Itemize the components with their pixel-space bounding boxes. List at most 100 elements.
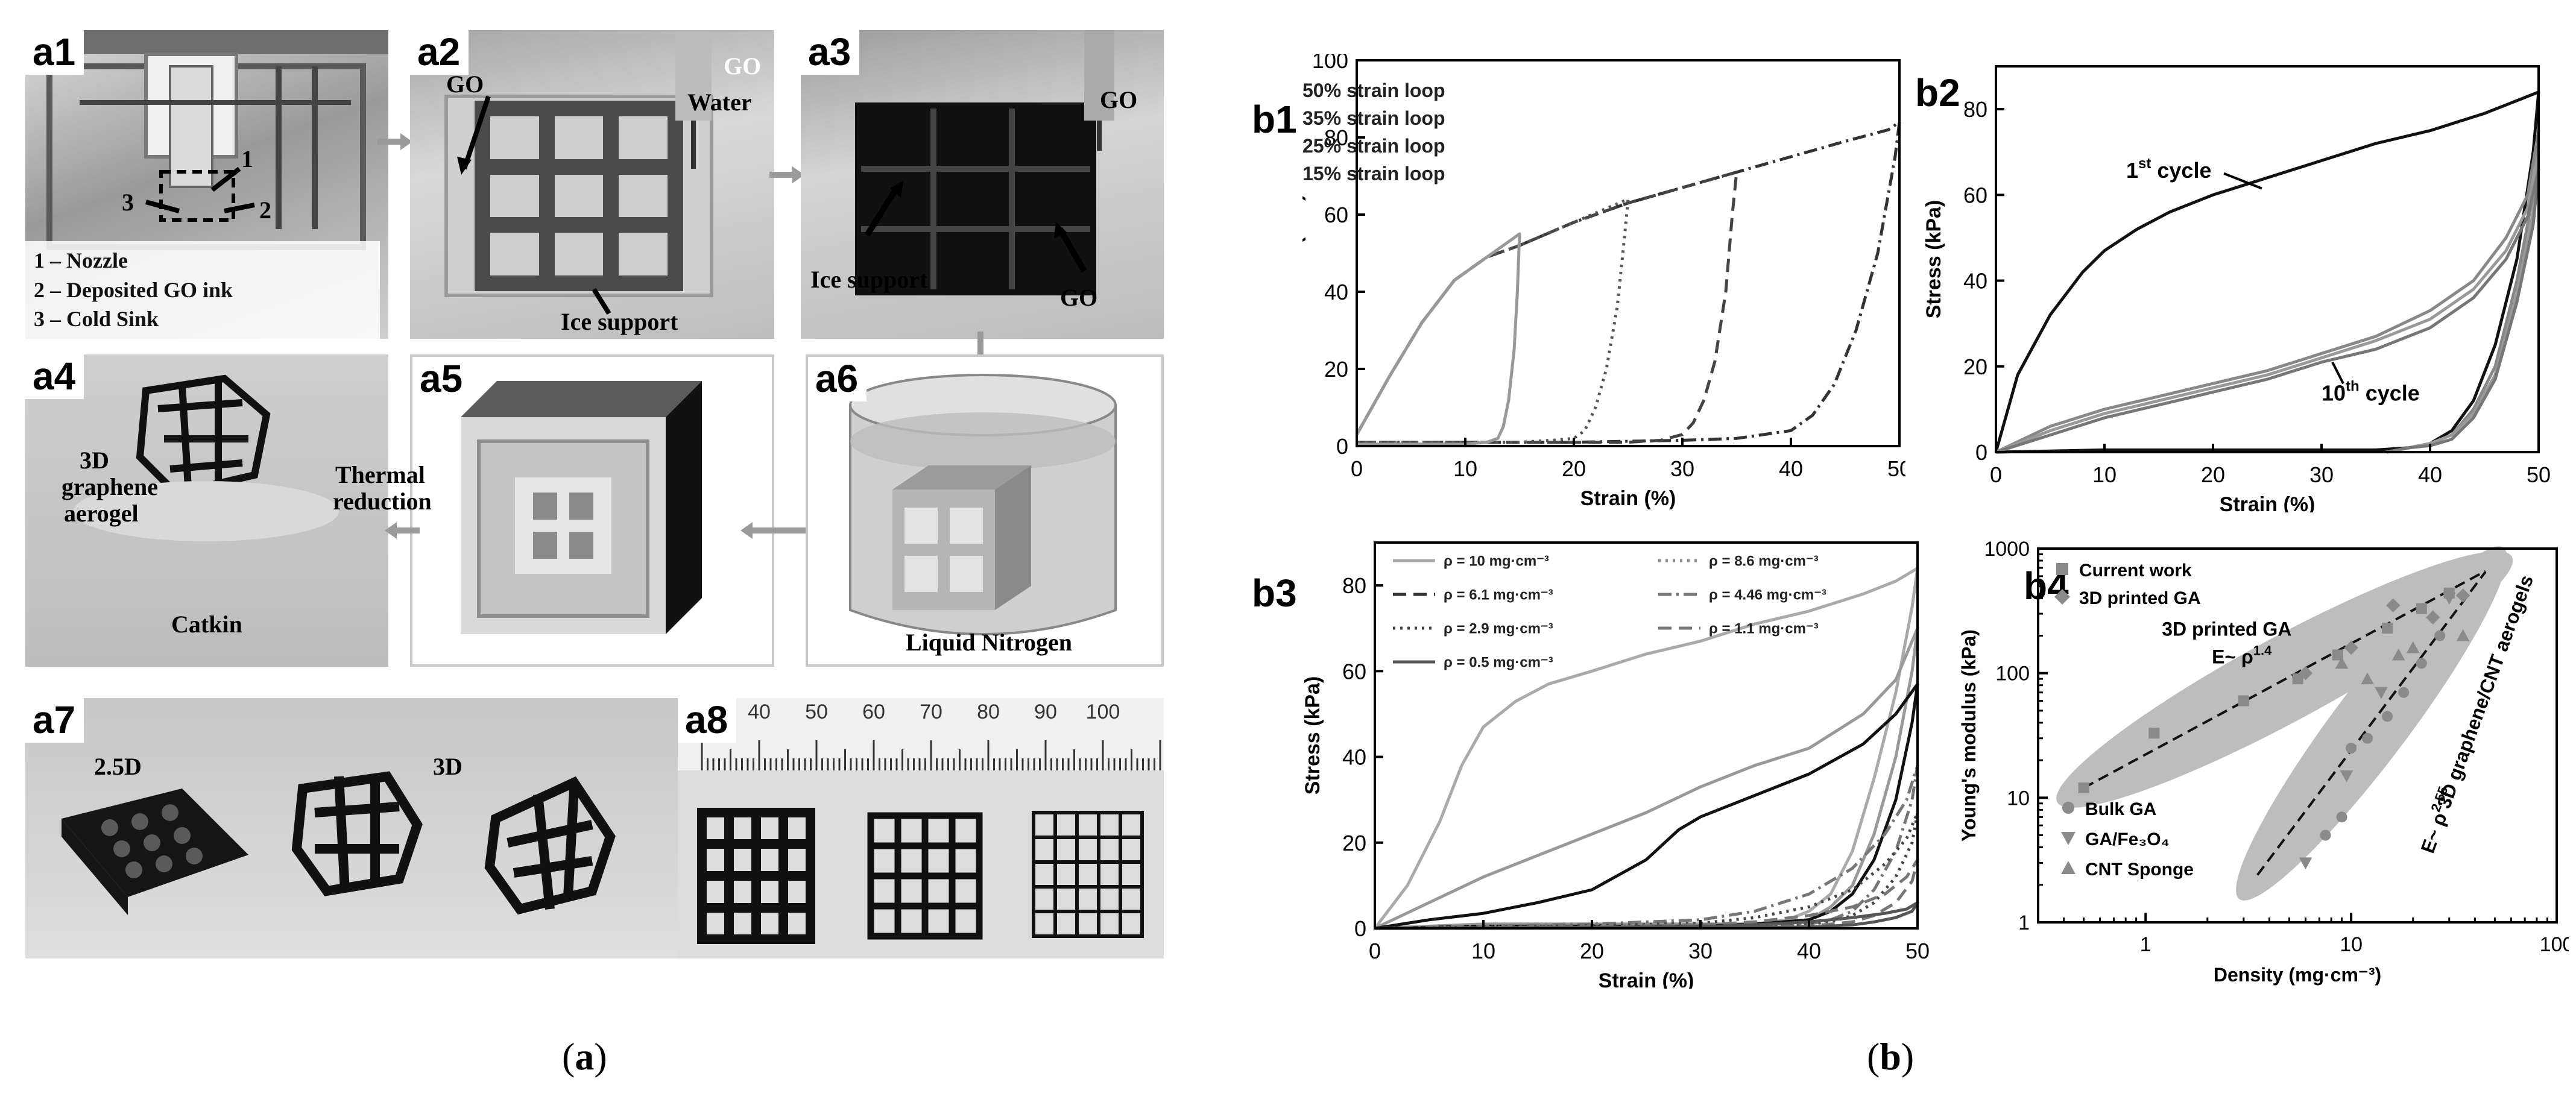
x-tick-label: 30: [1670, 456, 1694, 481]
ruler-label: 40: [748, 700, 771, 723]
y-tick-label: 60: [1342, 659, 1366, 684]
series-line-4: [1374, 764, 1919, 930]
plot-frame: [1374, 541, 1919, 930]
label-go-left: GO: [446, 71, 484, 98]
chart-b4: 1 10 100 1 10 100 1000 Density (mg·cm⁻³) Young's…: [1958, 538, 2569, 986]
ruler-label: 50: [805, 700, 828, 723]
data-point: [2346, 743, 2357, 754]
ruler-label: 100: [1085, 700, 1120, 723]
series-line-3: [1995, 150, 2540, 454]
marker-1: 1: [241, 145, 253, 172]
legend-label: ρ = 1.1 mg·cm⁻³: [1709, 620, 1819, 637]
label-catkin: Catkin: [171, 611, 242, 638]
marker-3: 3: [122, 189, 134, 216]
chart-b2: 0 10 20 30 40 50 0 20 40 60 80 Strain (%) Stress (kP…: [1922, 65, 2551, 512]
ruler-label: 80: [977, 700, 1000, 723]
legend-label: 3D printed GA: [2079, 588, 2201, 608]
y-axis-label: Stress (kPa): [1302, 676, 1324, 795]
x-axis-label: Strain (%): [2220, 493, 2316, 512]
x-tick-label: 10: [1471, 939, 1495, 963]
caption-b-letter: b: [1880, 1035, 1901, 1078]
x-tick-label: 40: [2418, 462, 2442, 487]
legend-marker: [2056, 563, 2068, 575]
data-point: [2320, 829, 2331, 841]
panel-a7: a7 2.5D 3D: [25, 698, 681, 958]
y-axis-label: Stress (kPa): [1922, 200, 1945, 319]
label-liquid-nitrogen: Liquid Nitrogen: [906, 629, 1072, 656]
marker-2: 2: [259, 197, 271, 224]
data-point: [2344, 640, 2358, 655]
panel-label-a5: a5: [412, 357, 472, 401]
data-point: [2238, 695, 2249, 707]
x-tick-label: 30: [2309, 462, 2334, 487]
y-tick-label: 1000: [1984, 538, 2030, 561]
label-go-bottom: GO: [1060, 284, 1098, 311]
legend-label: ρ = 0.5 mg·cm⁻³: [1444, 654, 1553, 670]
plot-frame: [2037, 547, 2558, 924]
x-tick-label: 30: [1688, 939, 1713, 963]
data-point: [2455, 588, 2470, 603]
y-tick-label: 80: [1963, 97, 1987, 122]
caption-b: (b): [1867, 1035, 1915, 1078]
annotation-arrow-1: [2223, 172, 2262, 190]
panel-label-b1: b1: [1252, 98, 1297, 141]
data-point: [2382, 711, 2393, 722]
annotation-arrow-2: [2331, 361, 2344, 385]
x-tick-label: 10: [2340, 933, 2363, 956]
label-reduction: reduction: [333, 488, 432, 515]
legend-label: 15% strain loop: [1302, 163, 1445, 184]
panel-a4: a4 3D graphene aerogel Catkin: [25, 354, 388, 667]
y-tick-label: 20: [1342, 831, 1366, 855]
panel-a6: a6 Liquid Nitrogen: [806, 354, 1164, 667]
liquid-nitrogen-illustration: [849, 374, 1117, 635]
x-tick-label: 0: [1351, 456, 1363, 481]
data-point: [2299, 857, 2312, 870]
panel-label-a1: a1: [25, 30, 84, 75]
annotation-1: 1st cycle: [2126, 156, 2211, 183]
panel-label-a7: a7: [25, 698, 84, 743]
y-tick-label: 20: [1324, 357, 1348, 382]
legend-label: GA/Fe₃O₄: [2085, 829, 2170, 849]
label-3d: 3D: [433, 753, 462, 780]
y-tick-label: 40: [1963, 269, 1987, 294]
y-axis-label: Stress (kPa): [1302, 194, 1306, 313]
legend-marker: [2061, 861, 2076, 874]
y-tick-label: 100: [1312, 54, 1348, 73]
data-point: [2336, 811, 2347, 823]
panel-label-a6: a6: [808, 357, 867, 401]
x-axis-label: Strain (%): [1599, 969, 1694, 989]
legend-label: ρ = 10 mg·cm⁻³: [1444, 553, 1549, 569]
data-point: [2416, 658, 2427, 669]
annotation-2: 10th cycle: [2322, 379, 2420, 406]
annotation-2: E~ ρ1.4: [2212, 643, 2272, 667]
aerogel-on-catkin-illustration: [74, 374, 339, 541]
x-tick-label: 0: [1369, 939, 1381, 963]
series-line-7: [1374, 901, 1919, 930]
panel-label-a2: a2: [410, 30, 469, 75]
annotation-1: 3D printed GA: [2162, 618, 2291, 640]
data-point: [2391, 648, 2405, 661]
data-point: [2434, 630, 2446, 641]
data-point: [2386, 598, 2401, 612]
arrow-a2-a3: [769, 166, 804, 183]
label-ice-support: Ice support: [561, 308, 678, 335]
legend-label: ρ = 6.1 mg·cm⁻³: [1444, 587, 1553, 603]
legend-label: ρ = 2.9 mg·cm⁻³: [1444, 620, 1553, 637]
y-tick-label: 0: [1975, 440, 1987, 465]
data-point: [2375, 687, 2388, 699]
printed-structures-illustration: [62, 771, 616, 915]
x-tick-label: 10: [2092, 462, 2117, 487]
y-tick-label: 80: [1342, 573, 1366, 598]
data-point: [2361, 672, 2374, 685]
data-point: [2416, 603, 2427, 614]
legend-label: Current work: [2079, 561, 2192, 581]
x-tick-label: 50: [1887, 456, 1905, 481]
label-thermal: Thermal: [335, 461, 425, 488]
panel-label-b2: b2: [1915, 71, 1960, 115]
panel-label-a3: a3: [801, 30, 860, 75]
legend-label: CNT Sponge: [2085, 860, 2194, 880]
chart-b3: 0 10 20 30 40 50 0 20 40 60 80 Strain (%) Stress (kP…: [1302, 541, 1930, 989]
x-tick-label: 20: [1580, 939, 1604, 963]
x-tick-label: 20: [2201, 462, 2225, 487]
panel-a3: a3 GO Ice support GO: [801, 30, 1164, 339]
